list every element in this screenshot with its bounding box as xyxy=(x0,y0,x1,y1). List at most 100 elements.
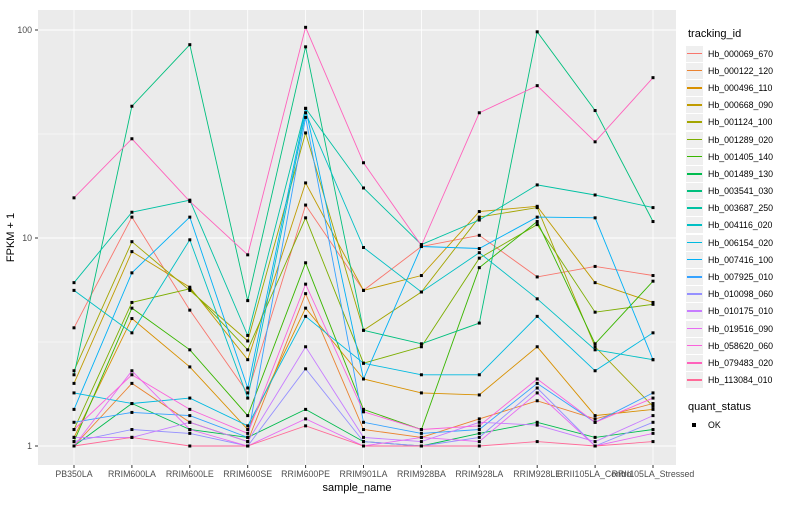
data-point xyxy=(477,428,481,432)
data-point xyxy=(188,420,192,424)
legend-key xyxy=(686,354,703,371)
data-point xyxy=(304,306,308,310)
data-point xyxy=(593,440,597,444)
data-point xyxy=(362,161,365,165)
data-point xyxy=(419,440,423,444)
data-point xyxy=(477,215,481,219)
data-point xyxy=(304,111,308,115)
data-point xyxy=(535,223,539,227)
data-point xyxy=(130,435,134,439)
legend-entry-Hb_010175_010: Hb_010175_010 xyxy=(686,303,798,320)
data-point xyxy=(419,345,423,349)
legend-entry-label: Hb_001489_130 xyxy=(708,168,774,179)
data-point xyxy=(188,396,192,400)
data-point xyxy=(593,345,597,349)
data-point xyxy=(188,407,192,411)
x-tick-label: RRII105LA_Stressed xyxy=(612,469,695,479)
x-tick-label: PB350LA xyxy=(55,469,92,479)
quant-ok-label: OK xyxy=(708,420,721,431)
data-point xyxy=(477,424,481,428)
data-point xyxy=(477,233,481,237)
legend-entry-label: Hb_010175_010 xyxy=(708,306,774,317)
legend-line-swatch xyxy=(687,224,702,227)
data-point xyxy=(593,310,597,314)
data-point xyxy=(593,193,597,197)
data-point xyxy=(246,333,250,337)
legend-entry-Hb_001489_130: Hb_001489_130 xyxy=(686,165,798,182)
data-point xyxy=(477,417,481,421)
data-point xyxy=(535,30,539,34)
data-point xyxy=(477,420,481,424)
data-point xyxy=(535,423,539,427)
data-point xyxy=(188,287,192,291)
data-point xyxy=(362,377,365,381)
x-tick-label: RRIM600SE xyxy=(223,469,272,479)
legend-entry-label: Hb_003541_030 xyxy=(708,186,774,197)
data-point xyxy=(535,183,539,187)
data-point xyxy=(130,306,134,310)
data-point xyxy=(188,199,192,203)
data-point xyxy=(246,431,250,435)
data-point xyxy=(419,431,423,435)
legend-key xyxy=(686,79,703,96)
data-point xyxy=(477,440,481,444)
legend-entry-Hb_006154_020: Hb_006154_020 xyxy=(686,234,798,251)
data-point xyxy=(362,361,365,365)
legend-entry-label: Hb_006154_020 xyxy=(708,237,774,248)
legend-line-swatch xyxy=(687,190,702,192)
legend-entries: Hb_000069_670 Hb_000122_120 Hb_000496_110 H… xyxy=(686,45,798,389)
legend-entry-Hb_000496_110: Hb_000496_110 xyxy=(686,79,798,96)
legend-entry-label: Hb_007925_010 xyxy=(708,272,774,283)
data-point xyxy=(477,321,481,325)
data-point xyxy=(477,251,481,255)
data-point xyxy=(419,444,423,448)
legend-entry-label: Hb_113084_010 xyxy=(708,375,773,386)
data-point xyxy=(593,264,597,268)
data-point xyxy=(72,391,76,395)
data-point xyxy=(651,431,655,435)
legend-entry-label: Hb_004116_020 xyxy=(708,220,773,231)
y-tick-label: 1 xyxy=(27,441,32,451)
data-point xyxy=(535,386,539,390)
data-point xyxy=(304,203,308,207)
data-point xyxy=(188,288,192,292)
data-point xyxy=(535,215,539,219)
data-point xyxy=(130,402,134,406)
data-point xyxy=(651,274,655,278)
y-tick-label: 10 xyxy=(22,233,32,243)
x-tick-label: RRIM928LE xyxy=(513,469,561,479)
data-point xyxy=(651,206,655,210)
data-point xyxy=(304,292,308,296)
data-point xyxy=(246,396,250,400)
data-point xyxy=(535,275,539,279)
data-point xyxy=(477,444,481,448)
data-point xyxy=(593,216,597,220)
data-point xyxy=(72,288,76,292)
data-point xyxy=(477,218,481,222)
data-point xyxy=(130,271,134,275)
legend-entry-Hb_003541_030: Hb_003541_030 xyxy=(686,183,798,200)
legend-line-swatch xyxy=(687,241,702,244)
data-point xyxy=(593,140,597,144)
legend-entry-Hb_001289_020: Hb_001289_020 xyxy=(686,131,798,148)
data-point xyxy=(304,407,308,411)
legend-title-tracking-id: tracking_id xyxy=(688,28,742,40)
legend-line-swatch xyxy=(687,327,702,330)
legend-entry-Hb_019516_090: Hb_019516_090 xyxy=(686,320,798,337)
legend-entry-Hb_010098_060: Hb_010098_060 xyxy=(686,286,798,303)
data-point xyxy=(72,440,76,444)
data-point xyxy=(246,386,250,390)
data-point xyxy=(535,345,539,349)
data-point xyxy=(535,206,539,210)
data-point xyxy=(535,381,539,385)
data-point xyxy=(477,393,481,397)
legend-entry-label: Hb_010098_060 xyxy=(708,289,774,300)
data-point xyxy=(130,300,134,304)
data-point xyxy=(304,115,308,119)
data-point xyxy=(72,381,76,385)
data-point xyxy=(246,424,250,428)
data-point xyxy=(130,373,134,377)
legend-line-swatch xyxy=(687,361,702,364)
data-point xyxy=(246,391,250,395)
legend-entry-label: Hb_000496_110 xyxy=(708,82,773,93)
